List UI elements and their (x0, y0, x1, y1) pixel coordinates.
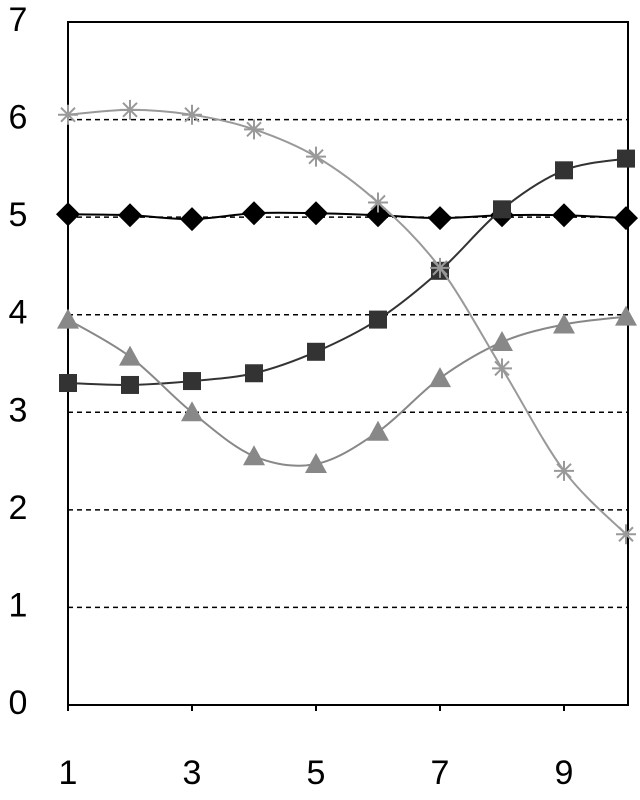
diamond-marker (242, 201, 266, 226)
diamond-marker (614, 206, 638, 231)
y-tick-label: 0 (9, 684, 28, 722)
triangle-marker (615, 305, 637, 326)
y-tick-label: 1 (9, 586, 28, 624)
star-marker (368, 192, 388, 213)
y-tick-label: 3 (9, 391, 28, 429)
y-tick-label: 4 (9, 294, 28, 332)
triangle-marker (181, 401, 203, 422)
star-marker (244, 119, 264, 140)
square-marker (59, 374, 77, 393)
diamond-marker (118, 203, 142, 228)
diamond-marker (428, 206, 452, 231)
diamond-marker (552, 203, 576, 228)
square-marker (493, 200, 511, 219)
x-tick-label: 9 (555, 754, 574, 792)
star-marker (430, 257, 450, 278)
series-line (67, 157, 627, 386)
star-marker (58, 104, 78, 125)
y-tick-label: 2 (9, 489, 28, 527)
triangle-marker (429, 367, 451, 388)
series-line (67, 108, 627, 535)
triangle-marker (367, 420, 389, 441)
x-tick-label: 1 (59, 754, 78, 792)
diamond-marker (180, 207, 204, 232)
triangle-marker (57, 308, 79, 329)
star-marker (616, 524, 636, 545)
series-line (67, 315, 627, 467)
square-marker (555, 161, 573, 180)
diamond-marker (304, 201, 328, 226)
y-tick-label: 6 (9, 99, 28, 137)
star-marker (306, 146, 326, 167)
star-marker (554, 460, 574, 481)
square-marker (245, 364, 263, 383)
x-tick-label: 3 (183, 754, 202, 792)
star-marker (120, 99, 140, 120)
star-marker (492, 358, 512, 379)
square-marker (307, 342, 325, 361)
square-marker (369, 310, 387, 329)
star-marker (182, 104, 202, 125)
plot-frame (67, 21, 629, 706)
x-tick-label: 7 (431, 754, 450, 792)
triangle-marker (119, 345, 141, 366)
triangle-marker (491, 331, 513, 352)
triangle-marker (305, 452, 327, 473)
diamond-marker (56, 202, 80, 227)
square-marker (121, 375, 139, 394)
triangle-marker (553, 313, 575, 334)
y-tick-label: 5 (9, 196, 28, 234)
x-tick-label: 5 (307, 754, 326, 792)
square-marker (617, 149, 635, 168)
triangle-marker (243, 445, 265, 466)
y-tick-label: 7 (9, 1, 28, 39)
series-line (67, 211, 627, 221)
square-marker (183, 372, 201, 391)
